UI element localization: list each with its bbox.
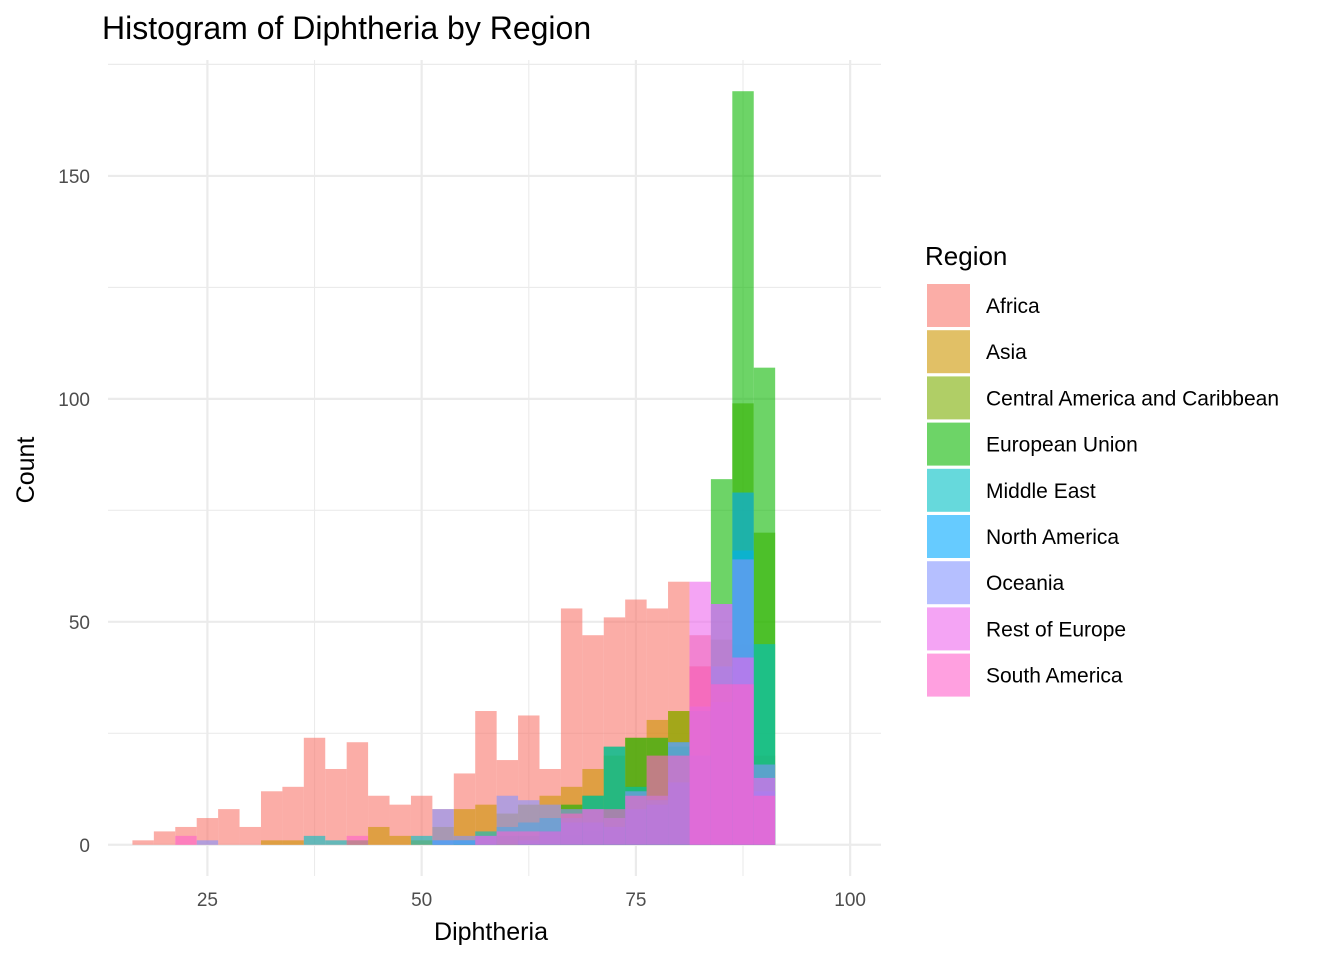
legend-label: South America	[986, 665, 1123, 688]
histogram-bar	[560, 813, 583, 845]
legend-label: Africa	[986, 295, 1040, 318]
y-tick-label: 150	[58, 167, 90, 188]
axis-ticks: 25 50 75 100 0 50 100 150	[58, 167, 866, 911]
histogram-bar	[325, 768, 347, 845]
histogram-bar	[689, 666, 711, 845]
histogram-bars	[132, 91, 776, 845]
legend-key	[927, 607, 970, 651]
histogram-bar	[668, 755, 690, 845]
histogram-bar	[218, 809, 240, 845]
legend-key	[927, 653, 970, 697]
histogram-bar	[196, 840, 219, 845]
y-tick-label: 0	[79, 836, 90, 857]
chart-title: Histogram of Diphtheria by Region	[102, 10, 591, 46]
histogram-bar	[282, 840, 304, 845]
legend-label: Middle East	[986, 480, 1096, 503]
histogram-bar	[410, 795, 433, 845]
histogram-bar	[346, 835, 369, 845]
histogram-bar	[518, 831, 540, 845]
histogram-bar	[346, 742, 369, 845]
legend-label: Central America and Caribbean	[986, 387, 1279, 410]
x-tick-label: 75	[625, 890, 646, 911]
legend-key	[927, 515, 970, 558]
x-axis-title: Diphtheria	[434, 918, 548, 946]
histogram-bar	[732, 684, 754, 845]
histogram-bar	[132, 840, 154, 845]
histogram-bar	[710, 684, 733, 845]
x-tick-label: 100	[834, 890, 866, 911]
histogram-bar	[646, 755, 669, 845]
legend: Region Africa Asia Central America and Car…	[925, 241, 1279, 697]
histogram-bar	[389, 804, 411, 845]
y-tick-label: 50	[69, 613, 90, 634]
histogram-bar	[625, 795, 647, 845]
legend-key	[927, 284, 970, 327]
legend-key	[927, 561, 970, 605]
histogram-bar	[475, 835, 497, 845]
histogram-bar	[260, 791, 283, 845]
histogram-bar	[368, 826, 390, 845]
histogram-bar	[753, 795, 776, 845]
histogram-bar	[239, 826, 261, 845]
histogram-bar	[303, 737, 326, 845]
legend-label: Rest of Europe	[986, 618, 1126, 641]
histogram-bar	[539, 831, 561, 845]
histogram-bar	[325, 840, 347, 845]
legend-label: European Union	[986, 434, 1138, 457]
legend-key	[927, 330, 970, 374]
histogram-bar	[389, 835, 411, 845]
histogram-bar	[196, 818, 219, 845]
legend-key	[927, 422, 970, 466]
series-south-america	[175, 666, 776, 845]
y-tick-label: 100	[58, 390, 90, 411]
legend-label: North America	[986, 526, 1119, 549]
x-tick-label: 50	[411, 890, 432, 911]
histogram-bar	[260, 840, 283, 845]
histogram-bar	[496, 831, 519, 845]
legend-title: Region	[925, 241, 1007, 271]
histogram-bar	[153, 831, 176, 845]
histogram-bar	[410, 835, 433, 845]
y-axis-title: Count	[12, 437, 40, 504]
legend-key	[927, 468, 970, 512]
histogram-bar	[282, 786, 304, 845]
x-tick-label: 25	[197, 890, 218, 911]
histogram-bar	[175, 835, 197, 845]
legend-label: Oceania	[986, 572, 1065, 595]
histogram-bar	[432, 809, 454, 845]
histogram-bar	[303, 835, 326, 845]
legend-label: Asia	[986, 341, 1027, 364]
legend-key	[927, 376, 970, 420]
histogram-bar	[582, 809, 604, 845]
histogram-bar	[560, 608, 583, 845]
histogram-bar	[453, 835, 476, 845]
histogram-bar	[603, 809, 626, 845]
